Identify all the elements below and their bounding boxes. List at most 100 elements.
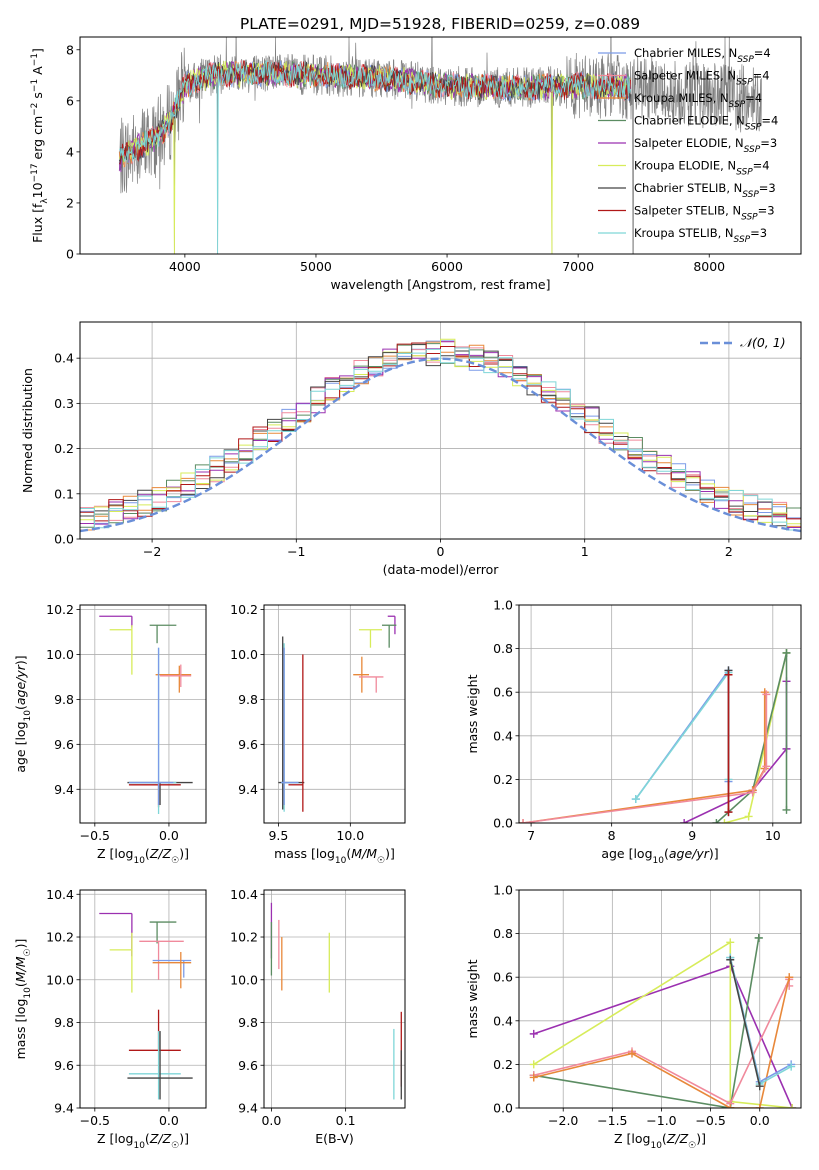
x-tick-label: −0.5 (80, 1113, 110, 1128)
weight-marker (529, 1073, 538, 1082)
x-tick-label: 7 (527, 828, 535, 843)
y-axis-label: Flux [fλ10−17 erg cm−2 s−1 A−1] (30, 48, 50, 243)
spectrum-legend: Chabrier MILES, NSSP=4 Salpeter MILES, NS… (598, 46, 778, 245)
errorbar-point (155, 665, 192, 693)
y-tick-label: 0.6 (493, 685, 513, 700)
y-tick-label: 0.4 (54, 351, 74, 366)
weight-series-line (522, 694, 768, 823)
weight-marker (712, 819, 721, 823)
legend-entry: Kroupa MILES, NSSP=4 (634, 91, 762, 110)
legend-entry: 𝒩(0, 1) (740, 335, 786, 350)
y-tick-label: 9.4 (54, 782, 74, 797)
axes-frame (79, 36, 802, 255)
x-tick-label: 5000 (300, 259, 332, 274)
x-tick-label: 0 (437, 544, 445, 559)
weight-marker (529, 1060, 538, 1069)
age-vs-mass-panel: 9.5 10.0 9.4 9.6 9.8 10.0 10.2 mass [log10(M/M☉… (230, 602, 406, 866)
errorbar-point (281, 647, 299, 806)
weight-marker (785, 973, 794, 982)
y-axis-label: mass weight (465, 959, 480, 1038)
errorbar-point (278, 636, 305, 810)
residuals-panel: −2 −1 0 1 2 0.0 0.1 0.2 0.3 0.4 𝒩(0, 1) (data-model… (20, 321, 802, 577)
y-tick-label: 0.4 (493, 728, 513, 743)
weight-lines (519, 648, 791, 823)
weight-marker (762, 690, 771, 699)
mass-vs-extinction-panel: 0.0 0.1 9.4 9.6 9.8 10.0 10.2 10.4 E(B-V) (230, 887, 406, 1146)
y-tick-label: 0.6 (493, 970, 513, 985)
x-tick-label: 7000 (562, 259, 594, 274)
x-axis-label: mass [log10(M/M☉)] (274, 846, 395, 866)
x-tick-label: −1.0 (646, 1113, 676, 1128)
errorbar-point (358, 676, 384, 693)
y-tick-label: 10.0 (46, 972, 74, 987)
x-tick-label: 9 (688, 828, 696, 843)
errorbar-point (99, 615, 133, 628)
grid (264, 890, 405, 1109)
x-tick-label: 2 (725, 544, 733, 559)
y-tick-label: 0.8 (493, 641, 513, 656)
x-tick-label: 10 (765, 828, 781, 843)
y-tick-label: 0.0 (493, 1101, 513, 1116)
y-tick-label: 0.0 (493, 816, 513, 831)
residual-histogram-step (80, 347, 801, 531)
y-tick-label: 9.6 (54, 1058, 74, 1073)
y-tick-label: 2 (66, 195, 74, 210)
weight-marker (762, 762, 771, 771)
weight-series-line (729, 959, 761, 1087)
x-tick-label: 0.1 (336, 1113, 356, 1128)
y-tick-label: 9.8 (54, 692, 74, 707)
errorbar-point (160, 664, 192, 688)
legend-entry: Kroupa STELIB, NSSP=3 (634, 226, 767, 245)
spectrum-panel: 4000 5000 6000 7000 8000 0 2 4 6 8 Chabrier MILES,… (30, 36, 802, 292)
x-tick-label: 1 (581, 544, 589, 559)
y-tick-label: 6 (66, 93, 74, 108)
weight-marker (631, 795, 640, 804)
weight-marker (627, 1049, 636, 1058)
y-tick-label: 9.8 (238, 692, 258, 707)
y-tick-label: 9.6 (54, 737, 74, 752)
mass-vs-metallicity-panel: −0.5 0.0 9.4 9.6 9.8 10.0 10.2 10.4 Z [log10(Z/Z… (13, 887, 207, 1151)
weight-marker (726, 1104, 735, 1108)
weight-marker (726, 938, 735, 947)
axes-frame (263, 889, 406, 1109)
grid (80, 605, 206, 823)
x-tick-label: 4000 (169, 259, 201, 274)
y-axis-label: mass [log10(M/M☉)] (13, 939, 33, 1060)
grid (264, 605, 405, 823)
errorbar-point (127, 1031, 193, 1100)
y-tick-label: 10.4 (230, 887, 258, 902)
y-tick-label: 9.4 (238, 782, 258, 797)
y-tick-label: 0.0 (54, 532, 74, 547)
legend-entry: Kroupa ELODIE, NSSP=4 (634, 159, 770, 178)
errorbar-point (381, 624, 397, 648)
y-tick-label: 0.4 (493, 1013, 513, 1028)
weight-series-line (533, 965, 793, 1108)
weight-marker (724, 808, 733, 817)
y-tick-label: 0.2 (493, 1057, 513, 1072)
weight-marker (748, 788, 757, 797)
errorbar-point (128, 1031, 181, 1100)
x-axis-label: Z [log10(Z/Z☉)] (97, 1131, 189, 1151)
x-tick-label: 0.0 (159, 1113, 179, 1128)
normal-distribution-curve (80, 357, 801, 533)
x-tick-label: 8000 (693, 259, 725, 274)
legend-entry: Chabrier MILES, NSSP=4 (634, 46, 771, 65)
weight-marker (755, 1104, 764, 1108)
axes-frame (79, 889, 207, 1109)
y-axis-label: age [log10(age/yr)] (13, 655, 33, 772)
model-spectrum-line (118, 59, 631, 163)
weight-marker (755, 1082, 764, 1091)
y-tick-label: 9.4 (54, 1101, 74, 1116)
errorbar-point (149, 624, 177, 644)
x-tick-label: 0.0 (261, 1113, 281, 1128)
y-tick-label: 10.0 (230, 972, 258, 987)
y-tick-label: 10.4 (46, 887, 74, 902)
residuals-plot-area (80, 338, 801, 533)
y-tick-label: 10.2 (230, 930, 258, 945)
weight-marker (726, 955, 735, 964)
weight-series-line (715, 652, 788, 823)
x-tick-label: −1.5 (597, 1113, 627, 1128)
y-tick-label: 10.2 (46, 602, 74, 617)
weight-marker (754, 933, 763, 942)
